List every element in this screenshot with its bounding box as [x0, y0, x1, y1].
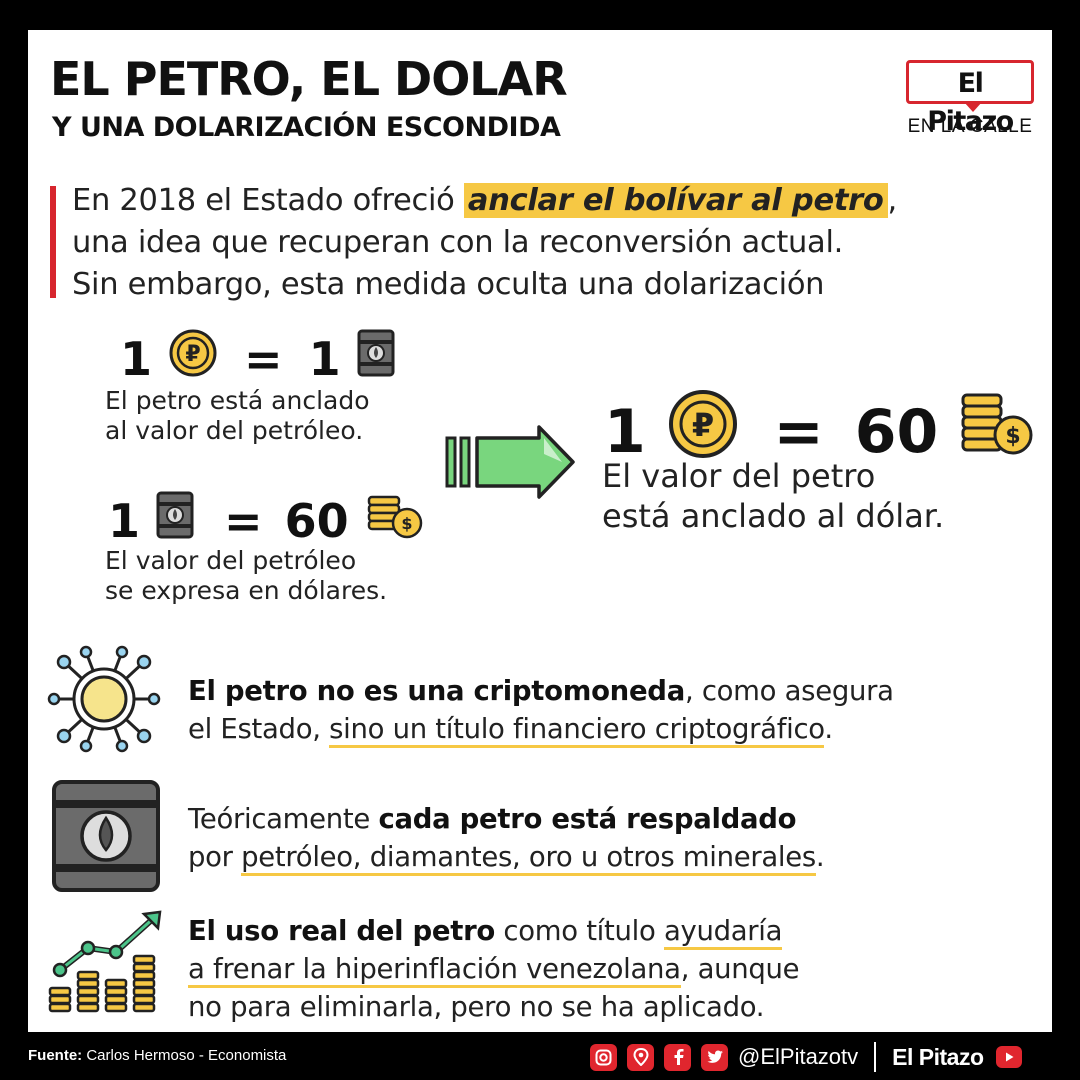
row-crypto-line-2-pre: el Estado,	[188, 713, 330, 745]
eq2-right: 60	[284, 493, 349, 548]
instagram-icon[interactable]	[590, 1043, 617, 1071]
footer-source: Fuente: Carlos Hermoso - Economista	[28, 1047, 286, 1064]
eq3-sign: =	[773, 396, 824, 467]
facebook-icon[interactable]	[664, 1043, 691, 1071]
intro-line-3: Sin embargo, esta medida oculta una dola…	[72, 267, 825, 302]
el-pitazo-logo: El Pitazo EN LA CALLE	[906, 60, 1034, 138]
footer-brand: El Pitazo	[892, 1043, 984, 1070]
intro-line-1: En 2018 el Estado ofreció anclar el bolí…	[72, 180, 897, 222]
row-backing-line-2: por petróleo, diamantes, oro u otros min…	[188, 838, 825, 876]
svg-text:₽: ₽	[692, 406, 714, 444]
logo-speech-tail	[964, 102, 982, 112]
row-usage-text: El uso real del petro como título ayudar…	[188, 912, 800, 1026]
row-usage-bold: El uso real del petro	[188, 915, 495, 947]
eq1-left: 1	[120, 331, 153, 386]
row-crypto-line-1: El petro no es una criptomoneda, como as…	[188, 672, 894, 710]
row-crypto-line-2-post: .	[824, 713, 833, 745]
eq1-caption-line-1: El petro está anclado	[105, 386, 370, 415]
svg-text:₽: ₽	[185, 342, 200, 367]
equation-petro-oil: 1 ₽ = 1	[120, 328, 395, 389]
row-backing-line-1: Teóricamente cada petro está respaldado	[188, 800, 824, 838]
footer-separator	[874, 1042, 877, 1072]
row-usage-line-1: El uso real del petro como título ayudar…	[188, 912, 799, 950]
intro-highlight: anclar el bolívar al petro	[463, 183, 888, 218]
intro-line-1-pre: En 2018 el Estado ofreció	[72, 183, 464, 218]
eq3-right: 60	[854, 396, 939, 467]
eq1-sign: =	[244, 331, 283, 386]
eq3-caption-line-2: está anclado al dólar.	[602, 497, 945, 535]
footer-source-text: Carlos Hermoso - Economista	[82, 1047, 287, 1064]
eq2-caption-line-2: se expresa en dólares.	[105, 576, 388, 605]
eq2-sign: =	[224, 493, 263, 548]
green-arrow-icon	[444, 424, 576, 505]
row-usage-line-2: a frenar la hiperinflación venezolana, a…	[188, 950, 800, 988]
eq2-caption-line-1: El valor del petróleo	[105, 546, 357, 575]
svg-text:$: $	[1005, 424, 1020, 449]
row-usage-line-3: no para eliminarla, pero no se ha aplica…	[188, 991, 765, 1023]
eq1-caption-line-2: al valor del petróleo.	[105, 416, 364, 445]
row-usage-underlined-1: ayudaría	[663, 915, 783, 950]
row-usage-line-2-post: , aunque	[680, 953, 800, 985]
eq2-caption: El valor del petróleo se expresa en dóla…	[105, 546, 387, 606]
row-backing-line-2-post: .	[815, 841, 825, 873]
dollar-coins-icon: $	[365, 491, 425, 550]
intro-text: En 2018 el Estado ofreció anclar el bolí…	[72, 180, 897, 306]
row-crypto-line-2: el Estado, sino un título financiero cri…	[188, 710, 894, 748]
row-crypto-underlined: sino un título financiero criptográfico	[329, 713, 825, 748]
eq3-caption: El valor del petro está anclado al dólar…	[602, 456, 944, 536]
footer-source-label: Fuente:	[28, 1047, 83, 1064]
title-line-1: EL PETRO, EL DOLAR	[50, 52, 568, 106]
crypto-network-icon	[46, 644, 162, 759]
eq2-left: 1	[108, 493, 141, 548]
oil-barrel-small-icon-2	[156, 490, 194, 551]
intro-line-1-post: ,	[887, 183, 898, 218]
row-backing-line-1-pre: Teóricamente	[188, 803, 379, 835]
growth-chart-icon	[44, 910, 164, 1025]
logo-badge: El Pitazo	[906, 60, 1034, 137]
petro-coin-large-icon: ₽	[667, 388, 739, 475]
dollar-coins-large-icon: $	[959, 391, 1035, 472]
eq1-caption: El petro está anclado al valor del petró…	[105, 386, 370, 446]
logo-subtitle: EN LA CALLE	[906, 116, 1034, 138]
equation-petro-dollar: 1 ₽ = 60 $	[604, 388, 1035, 475]
intro-line-2: una idea que recuperan con la reconversi…	[72, 225, 844, 260]
eq3-caption-line-1: El valor del petro	[602, 457, 876, 495]
row-usage-underlined-2: a frenar la hiperinflación venezolana	[188, 953, 681, 988]
twitter-icon[interactable]	[701, 1043, 728, 1071]
row-crypto-line-1-rest: , como asegura	[684, 675, 894, 707]
row-backing-line-2-pre: por	[188, 841, 242, 873]
row-crypto-text: El petro no es una criptomoneda, como as…	[188, 672, 894, 748]
oil-barrel-icon	[50, 778, 162, 899]
eq3-left: 1	[604, 396, 646, 467]
social-handle[interactable]: @ElPitazotv	[738, 1044, 859, 1069]
row-backing-text: Teóricamente cada petro está respaldado …	[188, 800, 825, 876]
row-crypto-bold: El petro no es una criptomoneda	[188, 675, 685, 707]
eq1-right: 1	[308, 331, 341, 386]
youtube-icon[interactable]	[995, 1046, 1022, 1068]
intro-accent-bar	[50, 186, 56, 298]
row-usage-line-1-mid: como título	[494, 915, 664, 947]
svg-text:$: $	[401, 514, 412, 533]
title-line-2: Y UNA DOLARIZACIÓN ESCONDIDA	[52, 112, 561, 143]
oil-barrel-small-icon	[357, 328, 395, 389]
logo-text: El Pitazo	[927, 68, 1014, 137]
location-pin-icon[interactable]	[627, 1043, 654, 1071]
row-backing-bold: cada petro está respaldado	[378, 803, 797, 835]
footer-social: @ElPitazotv El Pitazo	[590, 1040, 1022, 1074]
row-backing-underlined: petróleo, diamantes, oro u otros mineral…	[241, 841, 816, 876]
petro-coin-icon: ₽	[168, 328, 218, 389]
equation-oil-dollar: 1 = 60 $	[108, 490, 425, 551]
